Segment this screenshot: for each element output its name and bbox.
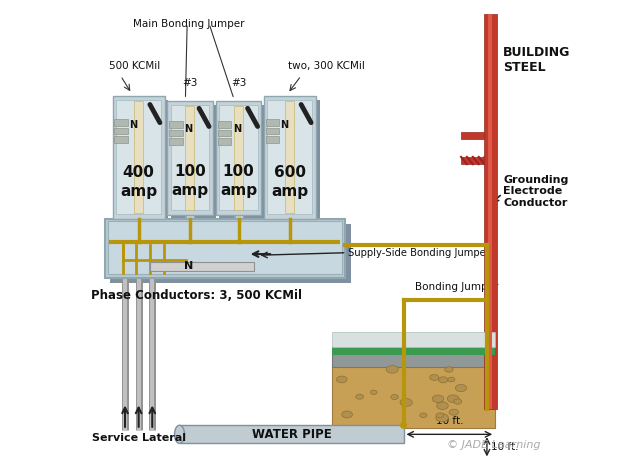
Text: Phase Conductors: 3, 500 KCMil: Phase Conductors: 3, 500 KCMil <box>90 289 301 302</box>
Bar <box>264 96 316 218</box>
Text: Bonding Jumper: Bonding Jumper <box>415 282 498 292</box>
Text: © JADE Learning: © JADE Learning <box>447 440 541 450</box>
Bar <box>331 354 495 368</box>
Text: 400: 400 <box>123 165 155 179</box>
Ellipse shape <box>436 413 444 418</box>
Text: amp: amp <box>220 183 257 197</box>
Text: WATER PIPE: WATER PIPE <box>252 428 331 441</box>
Text: 500 KCMil: 500 KCMil <box>109 61 160 71</box>
Bar <box>461 132 487 139</box>
Ellipse shape <box>448 377 455 382</box>
Ellipse shape <box>342 411 352 418</box>
Bar <box>286 101 294 213</box>
Text: 10 ft.: 10 ft. <box>490 442 518 452</box>
Bar <box>267 100 319 222</box>
Bar <box>331 365 495 427</box>
Text: 600: 600 <box>274 165 306 179</box>
Bar <box>461 157 487 164</box>
Bar <box>110 224 350 283</box>
Ellipse shape <box>436 414 448 422</box>
Ellipse shape <box>455 385 467 392</box>
Bar <box>171 105 209 211</box>
Text: 100: 100 <box>174 164 206 179</box>
Text: amp: amp <box>171 183 209 197</box>
Ellipse shape <box>336 376 347 383</box>
Bar <box>218 138 232 145</box>
Text: N: N <box>184 124 192 134</box>
Ellipse shape <box>391 395 398 399</box>
Bar <box>169 138 183 145</box>
Bar <box>219 105 265 218</box>
Text: #3: #3 <box>183 78 198 88</box>
Bar <box>266 119 279 126</box>
Text: Supply-Side Bonding Jumper: Supply-Side Bonding Jumper <box>347 248 489 257</box>
Bar <box>116 100 169 222</box>
Text: N: N <box>129 120 137 130</box>
Bar <box>484 14 497 409</box>
Text: amp: amp <box>120 184 157 199</box>
Bar <box>331 347 495 355</box>
Bar <box>134 101 143 213</box>
Text: N: N <box>184 261 193 271</box>
Bar <box>331 332 495 347</box>
Bar <box>114 128 128 134</box>
Ellipse shape <box>449 409 459 415</box>
Bar <box>218 122 232 128</box>
Text: 10 ft.: 10 ft. <box>436 416 463 426</box>
Ellipse shape <box>453 399 462 404</box>
Text: N: N <box>233 124 241 134</box>
Bar <box>186 106 195 210</box>
Text: N: N <box>280 120 289 130</box>
Circle shape <box>400 422 407 429</box>
Bar <box>171 105 216 218</box>
Bar <box>266 128 279 134</box>
Ellipse shape <box>430 375 439 381</box>
Bar <box>167 101 212 215</box>
Bar <box>234 106 243 210</box>
Ellipse shape <box>174 425 184 443</box>
Ellipse shape <box>386 365 398 373</box>
Ellipse shape <box>400 398 412 406</box>
Bar <box>116 100 161 214</box>
Bar <box>169 129 183 136</box>
Ellipse shape <box>439 377 448 383</box>
Ellipse shape <box>447 395 459 403</box>
Ellipse shape <box>420 413 427 418</box>
Text: two, 300 KCMil: two, 300 KCMil <box>287 61 364 71</box>
Ellipse shape <box>437 402 448 409</box>
Bar <box>114 136 128 143</box>
Bar <box>150 262 254 271</box>
Bar <box>169 122 183 128</box>
Text: Service Lateral: Service Lateral <box>92 433 186 443</box>
Bar <box>218 129 232 136</box>
Bar <box>219 105 258 211</box>
Text: amp: amp <box>272 184 308 199</box>
Bar <box>114 119 128 126</box>
Ellipse shape <box>356 394 364 399</box>
Text: BUILDING
STEEL: BUILDING STEEL <box>503 46 570 74</box>
Text: #3: #3 <box>231 78 246 88</box>
Bar <box>216 101 261 215</box>
Ellipse shape <box>370 390 377 394</box>
Bar <box>179 425 404 443</box>
Text: Main Bonding Jumper: Main Bonding Jumper <box>133 19 244 29</box>
Bar <box>104 218 345 278</box>
Bar <box>113 96 165 218</box>
Ellipse shape <box>445 367 453 372</box>
Ellipse shape <box>432 395 444 403</box>
Bar <box>108 221 342 274</box>
Text: 100: 100 <box>223 164 254 179</box>
Bar <box>267 100 312 214</box>
Text: Grounding
Electrode
Conductor: Grounding Electrode Conductor <box>503 175 569 208</box>
Bar <box>488 14 492 409</box>
Bar <box>266 136 279 143</box>
